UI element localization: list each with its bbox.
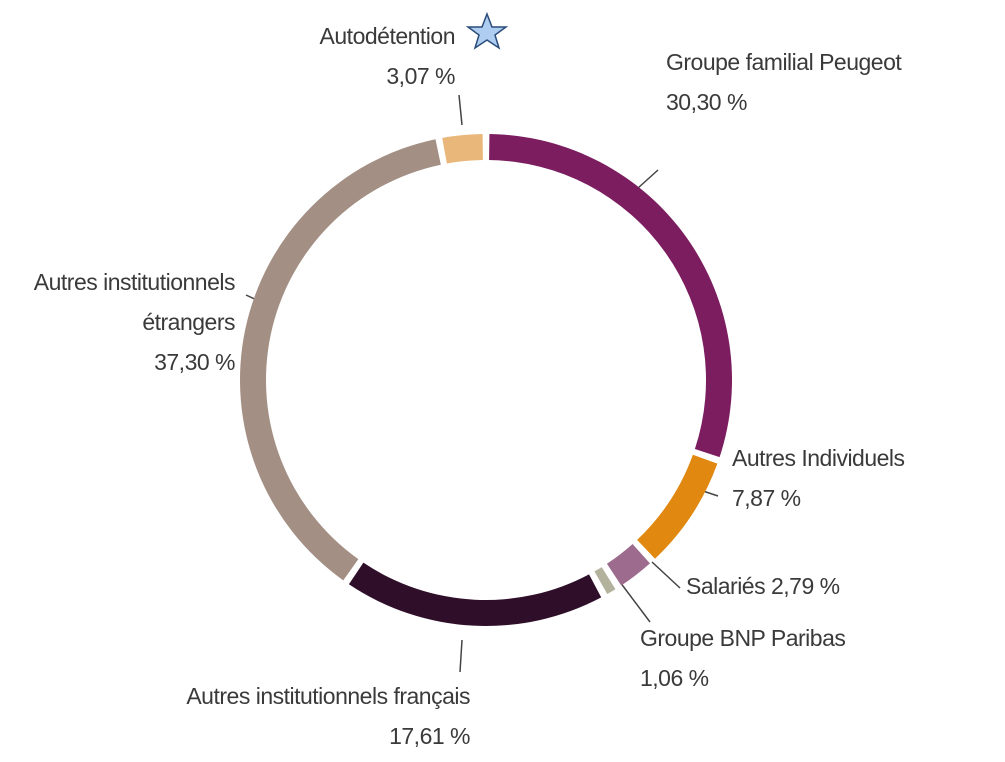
data-label: Salariés 2,79 % (686, 566, 840, 606)
value-label: 37,30 % (154, 349, 235, 375)
value-label: 7,87 % (732, 485, 801, 511)
data-label: Autres Individuels 7,87 % (732, 438, 905, 518)
category-label: Autodétention (319, 23, 456, 49)
donut-segment (240, 139, 441, 581)
value-label: 3,07 % (386, 63, 455, 89)
donut-segment (442, 134, 483, 164)
category-label: Groupe familial Peugeot (666, 49, 902, 75)
leader-line (619, 581, 651, 623)
category-label: Salariés (686, 573, 766, 599)
leader-line (637, 169, 659, 189)
value-label: 17,61 % (389, 723, 470, 749)
category-label: Autres institutionnels étrangers (33, 269, 236, 335)
value-label: 1,06 % (640, 665, 709, 691)
category-label: Autres Individuels (732, 445, 905, 471)
donut-segment (606, 544, 650, 586)
leader-line (651, 561, 681, 589)
data-label: Autodétention 3,07 % (319, 16, 456, 96)
donut-segment (637, 454, 718, 559)
category-label: Groupe BNP Paribas (640, 625, 846, 651)
star-icon (465, 11, 509, 50)
donut-segment (489, 134, 733, 458)
category-label: Autres institutionnels français (186, 683, 470, 709)
donut-segment (594, 567, 616, 595)
data-label: Autres institutionnels étrangers 37,30 % (20, 262, 236, 382)
data-label: Autres institutionnels français 17,61 % (186, 676, 470, 756)
leader-line (458, 94, 463, 126)
value-label: 30,30 % (666, 89, 747, 115)
leader-line (459, 639, 463, 673)
value-label: 2,79 % (771, 573, 840, 599)
data-label: Groupe familial Peugeot 30,30 % (666, 42, 906, 122)
data-label: Groupe BNP Paribas 1,06 % (640, 618, 846, 698)
donut-segment (348, 562, 602, 626)
